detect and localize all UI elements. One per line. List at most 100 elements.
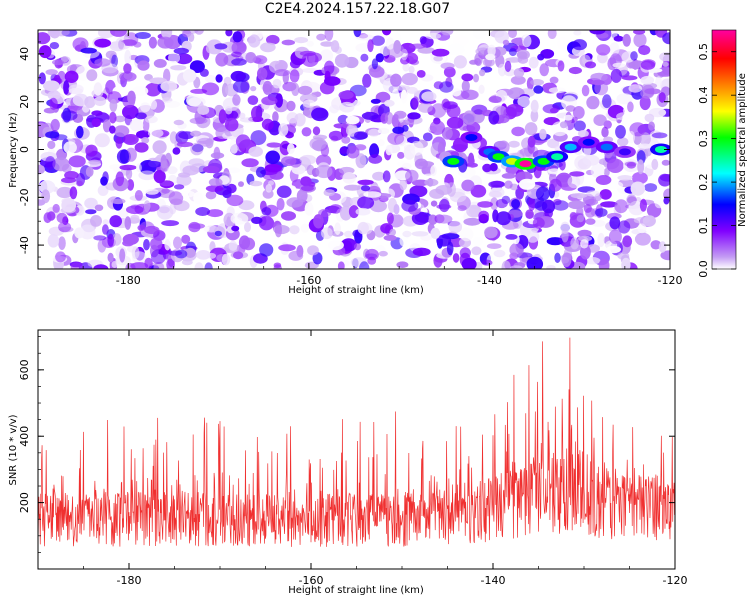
spectrogram-cell <box>289 225 300 235</box>
spectrogram-cell <box>301 52 319 67</box>
spectrogram-cell <box>530 109 539 123</box>
spectrogram-cell <box>470 184 487 198</box>
spectrogram-cell <box>170 198 183 206</box>
spectrogram-cell <box>577 229 592 237</box>
spectrogram-cell <box>201 82 220 96</box>
spectrogram-cell <box>377 127 390 134</box>
spectrogram-cell <box>659 174 670 182</box>
spectrogram-cell <box>137 224 146 231</box>
spectrogram-cell <box>196 250 211 260</box>
spectrogram-cell <box>47 140 56 150</box>
spectrogram-cell <box>217 70 224 75</box>
spectrogram-cell <box>144 225 160 235</box>
spectrogram-cell <box>663 196 670 205</box>
spectrogram-cell <box>447 43 465 56</box>
spectrogram-cell <box>527 135 536 148</box>
spectrogram-cell <box>547 138 560 149</box>
spectrogram-cell <box>149 77 168 84</box>
spectrogram-cell <box>302 109 311 116</box>
spectrogram-cell <box>354 131 368 140</box>
spectrogram-cell <box>205 138 214 149</box>
spectrogram-cell <box>457 205 467 212</box>
spectrogram-cell <box>38 45 52 59</box>
spectrogram-cell <box>181 234 191 244</box>
spectrogram-cell <box>193 191 204 204</box>
spectrogram-cell <box>118 207 129 218</box>
spectrogram-cell <box>111 233 122 246</box>
spectrogram-cell <box>586 95 600 110</box>
spectrogram-cell <box>300 176 312 187</box>
spectrogram-cell <box>648 121 655 131</box>
spectrogram-cell <box>49 97 58 110</box>
spectrogram-cell <box>577 130 589 138</box>
spectrogram-cell <box>396 261 409 269</box>
spectrogram-cell <box>261 118 274 131</box>
spectrogram-cell <box>621 257 631 269</box>
spectrogram-cell <box>345 115 360 125</box>
spectrogram-cell <box>173 47 189 55</box>
spectrogram-cell <box>69 186 78 200</box>
spectrogram-cell <box>232 251 244 260</box>
spectrogram-cell <box>446 241 454 256</box>
spectrogram-cell <box>230 212 249 225</box>
spectrogram-cell <box>393 40 402 54</box>
spectrogram-cell <box>573 120 586 132</box>
spectrogram-cell <box>215 52 229 67</box>
spectrogram-cell <box>605 181 624 190</box>
spectrogram-feature <box>564 143 577 151</box>
spectrogram-cell <box>419 36 427 45</box>
spectrogram-cell <box>265 150 281 165</box>
spectrogram-y-tick-label: -40 <box>18 236 31 254</box>
spectrogram-cell <box>616 112 632 121</box>
spectrogram-cell <box>495 198 508 209</box>
spectrogram-cell <box>251 216 263 224</box>
spectrogram-cell <box>287 143 295 154</box>
spectrogram-cell <box>135 163 142 173</box>
spectrogram-cell <box>147 128 164 138</box>
spectrogram-cell <box>504 180 513 189</box>
spectrogram-cell <box>76 125 84 139</box>
spectrogram-feature <box>618 148 631 156</box>
spectrogram-cell <box>175 130 189 144</box>
spectrogram-cell <box>461 79 470 93</box>
spectrogram-cell <box>313 214 324 229</box>
spectrogram-cell <box>488 110 500 125</box>
spectrogram-cell <box>264 163 282 173</box>
spectrogram-cell <box>152 140 167 155</box>
spectrogram-cell <box>617 137 629 147</box>
spectrogram-cell <box>435 214 453 224</box>
spectrogram-cell <box>143 239 150 251</box>
spectrogram-cell <box>662 61 669 67</box>
spectrogram-cell <box>281 39 295 46</box>
spectrogram-cell <box>63 80 70 95</box>
spectrogram-cell <box>488 96 502 103</box>
spectrogram-cell <box>302 99 316 108</box>
spectrogram-cell <box>205 43 216 54</box>
spectrogram-cell <box>549 107 559 114</box>
spectrogram-cell <box>425 32 442 40</box>
spectrogram-cell <box>414 158 428 170</box>
spectrogram-cell <box>231 41 247 55</box>
spectrogram-feature <box>447 157 460 165</box>
spectrogram-cell <box>45 131 60 139</box>
spectrogram-cell <box>300 185 314 192</box>
spectrogram-cell <box>160 160 169 173</box>
snr-y-tick-label: 600 <box>18 359 31 380</box>
spectrogram-cell <box>125 167 133 180</box>
spectrogram-cell <box>406 86 418 94</box>
spectrogram-cell <box>348 205 360 219</box>
spectrogram-cell <box>408 65 415 74</box>
spectrogram-cell <box>260 42 276 53</box>
spectrogram-cell <box>658 241 667 253</box>
spectrogram-cell <box>68 155 86 168</box>
spectrogram-cell <box>97 185 109 196</box>
spectrogram-cell <box>378 250 388 257</box>
spectrogram-cell <box>525 211 534 219</box>
spectrogram-cell <box>399 235 408 247</box>
spectrogram-cell <box>173 236 182 250</box>
spectrogram-cell <box>251 226 263 241</box>
spectrogram-cell <box>433 81 444 90</box>
spectrogram-cell <box>258 216 275 231</box>
spectrogram-cell <box>443 66 456 78</box>
